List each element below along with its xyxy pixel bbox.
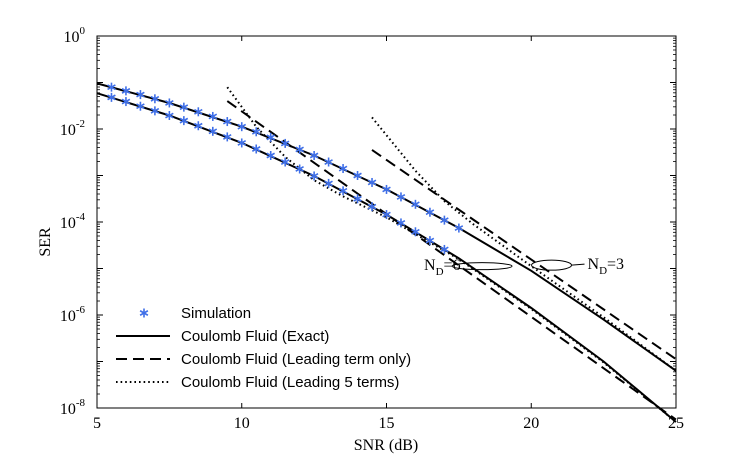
simulation-point xyxy=(353,194,362,204)
simulation-point xyxy=(280,138,290,148)
series-dashed-nd6 xyxy=(226,100,677,421)
legend-box xyxy=(105,296,485,396)
simulation-point xyxy=(382,210,391,220)
simulation-point xyxy=(367,202,377,212)
simulation-point xyxy=(295,164,304,174)
nd3-ellipse xyxy=(531,259,573,271)
simulation-point xyxy=(425,236,435,246)
legend-marker-simulation xyxy=(139,308,149,318)
simulation-point xyxy=(353,171,362,180)
simulation-point xyxy=(338,186,348,196)
simulation-point xyxy=(425,207,435,217)
simulation-point xyxy=(237,122,247,132)
y-tick-label: 10-8 xyxy=(60,397,86,418)
nd6-ellipse xyxy=(451,262,513,271)
x-tick-label: 10 xyxy=(234,415,250,432)
simulation-point xyxy=(194,107,203,117)
simulation-point xyxy=(237,138,247,148)
series-dotted-nd3 xyxy=(371,116,677,372)
simulation-point xyxy=(121,97,131,107)
simulation-point xyxy=(367,177,377,187)
simulation-point xyxy=(121,86,131,96)
simulation-point xyxy=(179,102,189,112)
ticks-layer: 5 10 15 20 25 100 10-2 10-4 10-6 10-8 xyxy=(60,25,684,432)
legend-label: Coulomb Fluid (Exact) xyxy=(181,328,329,345)
simulation-point xyxy=(396,192,406,202)
nd3-label: ND=3 xyxy=(588,256,625,277)
simulation-point xyxy=(411,227,420,237)
y-tick-label: 100 xyxy=(64,25,86,46)
simulation-point xyxy=(150,94,160,104)
simulation-point xyxy=(382,184,391,194)
simulation-point xyxy=(324,178,333,188)
simulation-point xyxy=(324,157,333,167)
y-tick-label: 10-2 xyxy=(60,118,85,139)
simulation-point xyxy=(179,116,189,126)
simulation-point xyxy=(295,144,304,154)
simulation-point xyxy=(266,132,275,142)
simulation-point xyxy=(194,121,203,131)
simulation-point xyxy=(251,127,261,137)
simulation-point xyxy=(107,92,116,102)
legend: Simulation Coulomb Fluid (Exact) Coulomb F… xyxy=(105,296,485,396)
simulation-point xyxy=(208,126,218,136)
legend-label: Simulation xyxy=(181,305,251,322)
simulation-point xyxy=(136,101,145,111)
simulation-point xyxy=(309,171,319,181)
legend-label: Coulomb Fluid (Leading 5 terms) xyxy=(181,374,399,391)
simulation-point xyxy=(440,215,449,225)
simulation-point xyxy=(222,117,232,127)
simulation-point xyxy=(266,151,275,161)
legend-label: Coulomb Fluid (Leading term only) xyxy=(181,351,411,368)
simulation-point xyxy=(338,164,348,174)
nd3-pointer xyxy=(571,263,585,266)
simulation-point xyxy=(208,111,218,121)
series-dashed-nd3 xyxy=(371,149,677,361)
simulation-point xyxy=(280,157,290,167)
nd6-label: ND=6 xyxy=(424,257,461,278)
simulation-point xyxy=(136,90,145,100)
simulation-point xyxy=(165,111,174,121)
x-axis-label: SNR (dB) xyxy=(354,437,418,454)
x-tick-label: 20 xyxy=(523,415,539,432)
simulation-point xyxy=(411,199,420,209)
simulation-point xyxy=(396,218,406,228)
simulation-point xyxy=(107,82,116,92)
simulation-point xyxy=(222,132,232,142)
x-tick-label: 25 xyxy=(668,415,684,432)
simulation-point xyxy=(150,106,160,116)
simulation-point xyxy=(440,244,449,254)
simulation-point xyxy=(309,151,319,161)
y-tick-label: 10-4 xyxy=(60,211,86,232)
annotations-layer: ND=6 ND=3 xyxy=(424,256,624,278)
y-tick-label: 10-6 xyxy=(60,304,86,325)
simulation-point xyxy=(454,223,464,233)
simulation-point xyxy=(165,98,174,108)
simulation-point xyxy=(251,144,261,154)
x-tick-label: 15 xyxy=(379,415,395,432)
y-axis-label: SER xyxy=(37,227,54,257)
markers-layer xyxy=(107,82,464,254)
x-tick-label: 5 xyxy=(93,415,101,432)
